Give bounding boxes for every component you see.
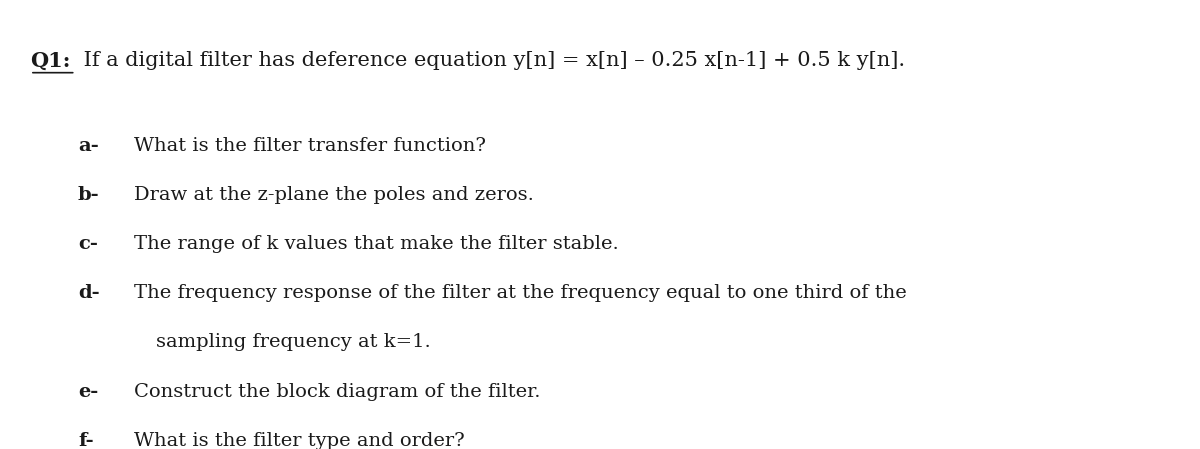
Text: c-: c- [78, 235, 98, 253]
Text: b-: b- [78, 186, 100, 204]
Text: Draw at the z-plane the poles and zeros.: Draw at the z-plane the poles and zeros. [134, 186, 534, 204]
Text: sampling frequency at k=1.: sampling frequency at k=1. [156, 334, 431, 352]
Text: The frequency response of the filter at the frequency equal to one third of the: The frequency response of the filter at … [134, 284, 907, 302]
Text: f-: f- [78, 432, 94, 449]
Text: What is the filter type and order?: What is the filter type and order? [134, 432, 466, 449]
Text: d-: d- [78, 284, 100, 302]
Text: The range of k values that make the filter stable.: The range of k values that make the filt… [134, 235, 619, 253]
Text: Q1:: Q1: [30, 51, 71, 71]
Text: Construct the block diagram of the filter.: Construct the block diagram of the filte… [134, 383, 541, 401]
Text: What is the filter transfer function?: What is the filter transfer function? [134, 137, 486, 155]
Text: e-: e- [78, 383, 98, 401]
Text: If a digital filter has deference equation y[n] = x[n] – 0.25 x[n-1] + 0.5 k y[n: If a digital filter has deference equati… [77, 51, 905, 70]
Text: a-: a- [78, 137, 98, 155]
